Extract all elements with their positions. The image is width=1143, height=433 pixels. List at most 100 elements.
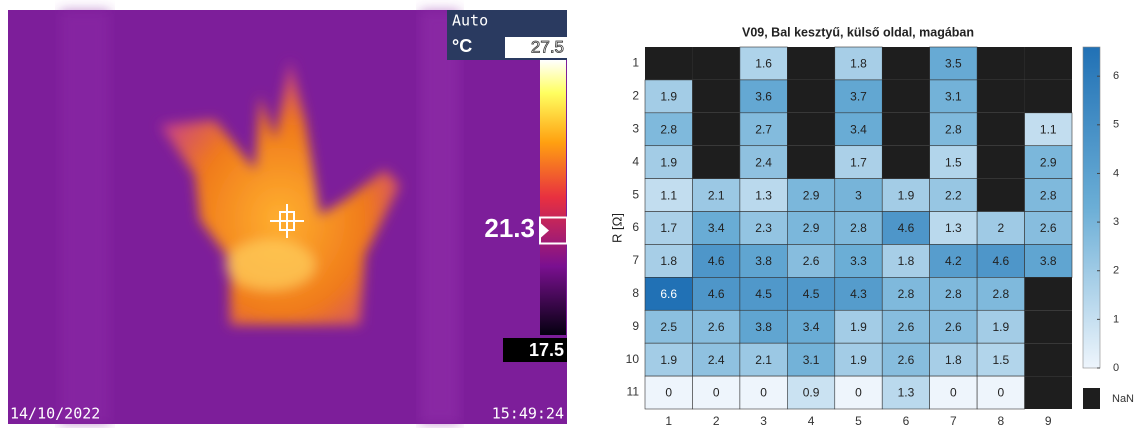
cell-label: 1.1	[660, 188, 677, 202]
nan-cell	[1025, 376, 1072, 409]
cell-label: 2.5	[660, 320, 677, 334]
cell-label: 3.7	[850, 90, 867, 104]
spot-temp: 21.3	[484, 213, 535, 243]
cell-label: 2.4	[708, 353, 725, 367]
nan-cell	[692, 113, 739, 146]
cell-label: 1.9	[992, 320, 1009, 334]
nan-cell	[787, 80, 834, 113]
cell-label: 3.4	[803, 320, 820, 334]
cell-label: 0	[950, 386, 957, 400]
cell-label: 3.8	[755, 320, 772, 334]
cell-label: 2.8	[850, 221, 867, 235]
mode: Auto	[452, 12, 488, 30]
nan-cell	[977, 146, 1024, 179]
cell-label: 4.6	[708, 254, 725, 268]
cell-label: 1.3	[755, 188, 772, 202]
cell-label: 2.6	[898, 353, 915, 367]
min-temp: 17.5	[529, 340, 564, 360]
nan-cell	[1025, 310, 1072, 343]
cell-label: 1.7	[850, 155, 867, 169]
nan-swatch	[1083, 388, 1100, 409]
cell-label: 1.8	[660, 254, 677, 268]
page: Auto °C 27.5 17.5 14/10/2022 15:49:24 21…	[0, 0, 1143, 428]
cell-label: 1.9	[660, 155, 677, 169]
nan-cell	[787, 146, 834, 179]
cell-label: 1.8	[945, 353, 962, 367]
cell-label: 6.6	[660, 287, 677, 301]
cell-label: 3	[855, 188, 862, 202]
cell-label: 4.5	[755, 287, 772, 301]
cell-label: 0	[713, 386, 720, 400]
cell-label: 4.5	[803, 287, 820, 301]
nan-cell	[1025, 277, 1072, 310]
nan-cell	[977, 179, 1024, 212]
cell-label: 1.8	[898, 254, 915, 268]
colorbar-tick-label: 2	[1113, 265, 1119, 277]
nan-cell	[882, 146, 929, 179]
cell-label: 3.4	[708, 221, 725, 235]
colorbar-tick-label: 4	[1113, 167, 1119, 179]
cell-label: 3.1	[803, 353, 820, 367]
colorbar-tick-label: 1	[1113, 313, 1119, 325]
cell-label: 2.6	[945, 320, 962, 334]
nan-cell	[787, 113, 834, 146]
cell-label: 1.7	[660, 221, 677, 235]
cell-label: 1.1	[1040, 122, 1057, 136]
cell-label: 2.6	[803, 254, 820, 268]
cell-label: 0	[855, 386, 862, 400]
nan-cell	[692, 80, 739, 113]
y-tick-label: 6	[632, 220, 639, 234]
cell-label: 3.1	[945, 90, 962, 104]
cell-label: 2.6	[708, 320, 725, 334]
cell-label: 2.7	[755, 122, 772, 136]
y-tick-label: 4	[632, 154, 639, 168]
x-tick-label: 2	[713, 414, 720, 428]
x-tick-label: 8	[997, 414, 1004, 428]
cell-label: 3.5	[945, 57, 962, 71]
nan-cell	[977, 113, 1024, 146]
y-tick-label: 5	[632, 187, 639, 201]
colorbar-tick-label: 6	[1113, 70, 1119, 82]
nan-cell	[1025, 47, 1072, 80]
cell-label: 2.6	[898, 320, 915, 334]
x-tick-label: 9	[1045, 414, 1052, 428]
x-tick-label: 5	[855, 414, 862, 428]
y-axis-label: R [Ω]	[609, 213, 624, 243]
cell-label: 4.6	[898, 221, 915, 235]
cell-label: 4.6	[992, 254, 1009, 268]
nan-cell	[882, 80, 929, 113]
cell-label: 4.3	[850, 287, 867, 301]
colorbar-tick-label: 3	[1113, 216, 1119, 228]
y-tick-label: 2	[632, 89, 639, 103]
cell-label: 2.3	[755, 221, 772, 235]
cell-label: 4.6	[708, 287, 725, 301]
cell-label: 2.1	[755, 353, 772, 367]
cell-label: 1.3	[945, 221, 962, 235]
x-tick-label: 1	[665, 414, 672, 428]
nan-cell	[787, 47, 834, 80]
cell-label: 0	[760, 386, 767, 400]
cell-label: 1.8	[850, 57, 867, 71]
cell-label: 2.8	[1040, 188, 1057, 202]
x-tick-label: 3	[760, 414, 767, 428]
cell-label: 0	[665, 386, 672, 400]
cell-label: 2.9	[803, 188, 820, 202]
colorbar-tick-label: 5	[1113, 119, 1119, 131]
nan-cell	[977, 47, 1024, 80]
cell-label: 2.8	[992, 287, 1009, 301]
date: 14/10/2022	[10, 405, 100, 423]
nan-cell	[882, 113, 929, 146]
cell-label: 1.9	[850, 320, 867, 334]
time: 15:49:24	[492, 405, 564, 423]
cell-label: 0	[997, 386, 1004, 400]
cell-label: 2.4	[755, 155, 772, 169]
cell-label: 3.6	[755, 90, 772, 104]
cell-label: 3.3	[850, 254, 867, 268]
unit: °C	[452, 36, 472, 56]
cell-label: 3.8	[1040, 254, 1057, 268]
nan-cell	[1025, 80, 1072, 113]
thermal-image	[8, 10, 567, 424]
y-tick-label: 1	[632, 56, 639, 70]
y-tick-label: 10	[626, 352, 640, 366]
nan-cell	[1025, 343, 1072, 376]
